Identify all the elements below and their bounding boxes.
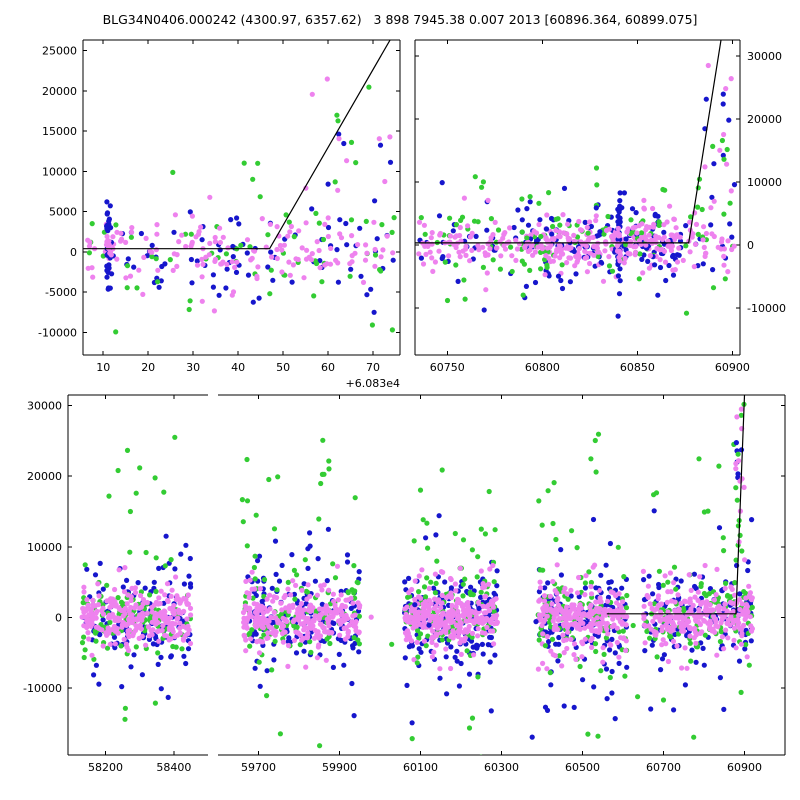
svg-text:70: 70: [366, 361, 380, 374]
axes-frame: [82, 39, 401, 356]
series-violet: [85, 185, 396, 314]
scatter-points: [85, 76, 397, 335]
model-curve: [606, 395, 746, 615]
svg-text:60700: 60700: [646, 761, 681, 774]
svg-text:60500: 60500: [565, 761, 600, 774]
series-violet: [640, 562, 756, 671]
subplot-top-right: 60750 60800 60850 60900 -10000 0 10000 20000 300…: [414, 39, 786, 374]
svg-text:50: 50: [276, 361, 290, 374]
svg-text:59700: 59700: [241, 761, 276, 774]
svg-text:58200: 58200: [88, 761, 123, 774]
series-violet: [614, 225, 623, 264]
axis-ticks: [415, 40, 740, 355]
series-violet: [522, 205, 682, 284]
svg-text:60100: 60100: [403, 761, 438, 774]
series-violet: [309, 76, 393, 185]
subplot-top-left: 10 20 30 40 50 60 70 -10000 -5000 0 5000 10000 15000…: [38, 39, 401, 390]
axis-tick-labels: 10 20 30 40 50 60 70 -10000 -5000 0 5000 10000 15000…: [38, 44, 380, 374]
svg-text:0: 0: [70, 246, 77, 259]
series-violet: [79, 565, 194, 658]
subplot-bottom: 58200 58400 59700 59900 60100 60300 60500 60700…: [23, 394, 786, 774]
svg-text:30000: 30000: [747, 50, 782, 63]
axis-ticks: [68, 395, 785, 755]
axis-ticks: [83, 40, 400, 355]
svg-text:20000: 20000: [747, 113, 782, 126]
series-blue: [412, 579, 599, 740]
series-violet: [702, 62, 734, 211]
series-violet: [368, 601, 595, 651]
axis-tick-labels: 60750 60800 60850 60900 -10000 0 10000 20000 300…: [430, 50, 786, 374]
svg-text:10000: 10000: [27, 541, 62, 554]
svg-text:10000: 10000: [42, 165, 77, 178]
svg-text:-5000: -5000: [45, 286, 77, 299]
svg-text:0: 0: [747, 239, 754, 252]
series-violet: [402, 562, 500, 672]
svg-text:30: 30: [186, 361, 200, 374]
series-violet: [240, 563, 363, 670]
svg-text:15000: 15000: [42, 125, 77, 138]
series-green: [389, 574, 641, 700]
figure-title: BLG34N0406.000242 (4300.97, 6357.62) 3 8…: [102, 12, 698, 27]
axis-tick-labels: 58200 58400 59700 59900 60100 60300 60500 60700…: [23, 400, 762, 774]
svg-text:40: 40: [231, 361, 245, 374]
series-green: [334, 84, 372, 166]
svg-text:-10000: -10000: [747, 302, 786, 315]
svg-text:58400: 58400: [156, 761, 191, 774]
svg-text:10: 10: [96, 361, 110, 374]
svg-text:0: 0: [55, 611, 62, 624]
svg-text:20: 20: [141, 361, 155, 374]
svg-text:60: 60: [321, 361, 335, 374]
series-violet: [103, 233, 114, 258]
model-curve: [83, 40, 391, 250]
x-axis-offset-label: +6.083e4: [346, 377, 400, 390]
svg-text:59900: 59900: [322, 761, 357, 774]
svg-text:10000: 10000: [747, 176, 782, 189]
series-violet: [733, 406, 748, 563]
axes-frame: [414, 39, 741, 356]
scatter-points: [79, 401, 756, 755]
svg-text:5000: 5000: [49, 206, 77, 219]
svg-text:60300: 60300: [484, 761, 519, 774]
series-blue: [309, 131, 394, 212]
svg-text:60800: 60800: [525, 361, 560, 374]
svg-text:60900: 60900: [727, 761, 762, 774]
svg-text:60750: 60750: [430, 361, 465, 374]
svg-text:-10000: -10000: [23, 682, 62, 695]
svg-text:60850: 60850: [620, 361, 655, 374]
series-blue: [702, 91, 732, 200]
series-green: [696, 137, 733, 213]
svg-text:20000: 20000: [27, 470, 62, 483]
scatter-points: [416, 62, 738, 319]
svg-text:-10000: -10000: [38, 326, 77, 339]
svg-text:25000: 25000: [42, 44, 77, 57]
model-curve: [415, 40, 722, 244]
svg-text:60900: 60900: [715, 361, 750, 374]
svg-text:20000: 20000: [42, 85, 77, 98]
svg-text:30000: 30000: [27, 400, 62, 413]
series-green: [86, 160, 397, 335]
